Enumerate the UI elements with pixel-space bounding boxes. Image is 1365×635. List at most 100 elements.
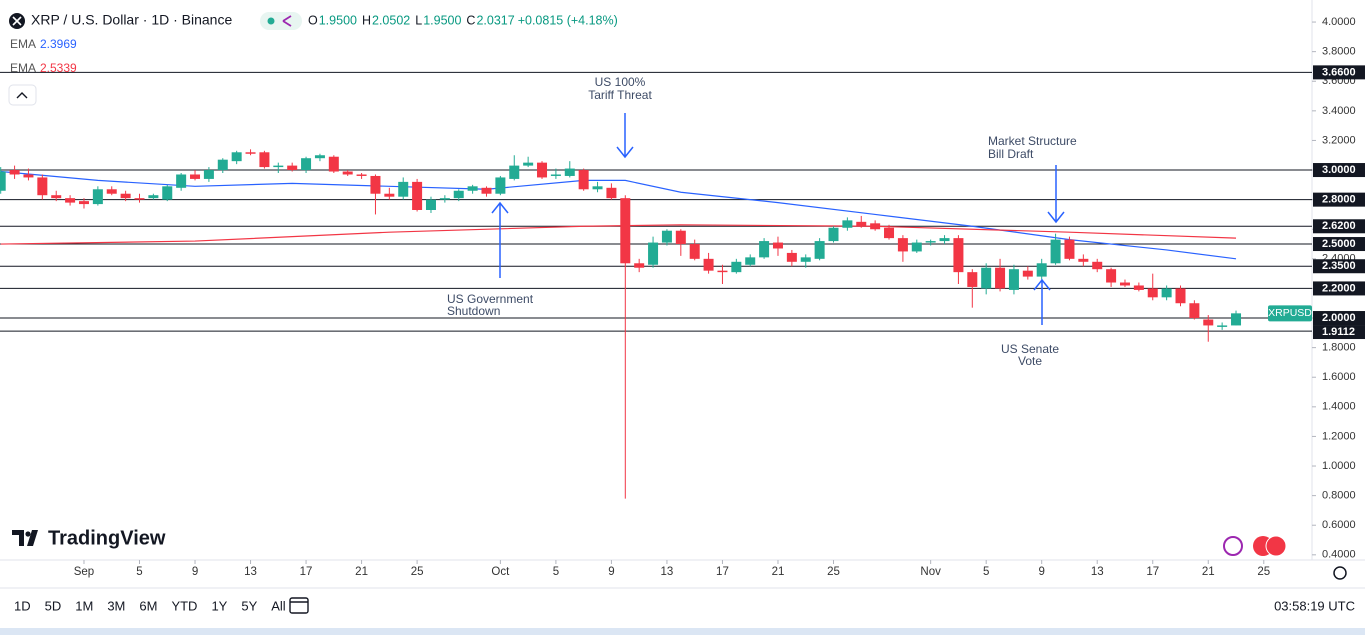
range-button[interactable]: YTD [171, 598, 197, 613]
y-tick-label: 1.2000 [1322, 430, 1356, 442]
candle-body [1147, 288, 1158, 298]
y-tick-label: 3.2000 [1322, 134, 1356, 146]
x-tick-label: 5 [553, 566, 559, 578]
candle-body [217, 159, 228, 171]
level-label: 2.8000 [1322, 194, 1356, 206]
candle-body [0, 171, 6, 191]
x-tick-label: 5 [983, 566, 989, 578]
candle-body [1106, 269, 1117, 283]
candle-body [425, 199, 436, 210]
candle-body [911, 242, 922, 252]
range-button[interactable]: 1M [75, 598, 93, 613]
candle-body [1064, 239, 1075, 259]
x-tick-label: Sep [74, 566, 94, 578]
candle-body [786, 252, 797, 262]
annotation-text: Market Structure [988, 134, 1077, 148]
ohlc-change: +0.0815 (+4.18%) [518, 13, 618, 27]
range-button[interactable]: 5Y [241, 598, 257, 613]
x-tick-label: 17 [1146, 566, 1159, 578]
candle-body [1078, 258, 1089, 262]
settings-icon[interactable] [1333, 566, 1347, 580]
x-tick-label: 13 [661, 566, 674, 578]
candle-body [9, 170, 20, 175]
candle-body [328, 156, 339, 172]
x-tick-label: 25 [1257, 566, 1270, 578]
candle-body [897, 238, 908, 252]
candle-body [481, 187, 492, 194]
level-label: 2.2000 [1322, 282, 1356, 294]
candle-body [412, 181, 423, 210]
annotation-text: Vote [1018, 354, 1042, 368]
candle-body [1175, 288, 1186, 304]
range-button[interactable]: 6M [139, 598, 157, 613]
collapse-icon [16, 92, 28, 99]
candle-body [523, 162, 534, 166]
candle-body [37, 177, 48, 196]
flag-icon[interactable] [1265, 535, 1287, 557]
candle-body [1217, 325, 1228, 327]
level-label: 2.3500 [1322, 260, 1356, 272]
candle-body [273, 165, 284, 168]
taskbar [0, 628, 1365, 635]
candle-body [495, 177, 506, 194]
candle-body [620, 198, 631, 264]
candle-body [772, 242, 783, 249]
annotation-text: US Government [447, 292, 534, 306]
annotation: US Government Shutdown [447, 201, 534, 318]
x-tick-label: 25 [411, 566, 424, 578]
candle-body [356, 174, 367, 176]
candle-body [814, 241, 825, 259]
price-label-box [1268, 305, 1312, 322]
range-button[interactable]: All [271, 598, 286, 613]
x-tick-label: 21 [772, 566, 785, 578]
candle-body [759, 241, 770, 258]
level-label-box [1313, 325, 1365, 340]
level-label-box [1313, 192, 1365, 207]
arrow [1047, 165, 1065, 224]
range-button[interactable]: 3M [107, 598, 125, 613]
candle-body [884, 227, 895, 239]
candle-body [995, 267, 1006, 289]
candle-body [634, 263, 645, 268]
range-button[interactable]: 1D [14, 598, 31, 613]
level-label: 1.9112 [1322, 326, 1355, 338]
candle-body [731, 261, 742, 273]
ohlc-value: 1.9500 [423, 13, 461, 27]
level-label-box [1313, 219, 1365, 234]
clock: 03:58:19 UTC [1274, 598, 1355, 613]
candle-body [1161, 288, 1172, 298]
ohlc-label: C [466, 13, 475, 27]
candle-body [65, 198, 76, 203]
header-bg [0, 8, 628, 34]
status-dot [267, 17, 275, 25]
indicator-value: 2.5339 [40, 61, 77, 75]
candle-body [1203, 319, 1214, 326]
ohlc-label: H [362, 13, 371, 27]
x-tick-label: Oct [491, 566, 510, 578]
x-tick-label: 9 [192, 566, 198, 578]
indicator-name: EMA [10, 37, 36, 51]
level-label: 2.5000 [1322, 238, 1356, 250]
ohlc-value: 2.0317 [476, 13, 514, 27]
range-button[interactable]: 1Y [211, 598, 227, 613]
collapse-button[interactable] [8, 84, 37, 106]
candle-body [287, 165, 298, 171]
candle-body [578, 170, 589, 190]
candle-body [953, 238, 964, 273]
candle-body [592, 186, 603, 190]
brand-logo [12, 530, 38, 546]
candle-body [648, 242, 659, 265]
candle-body [92, 189, 103, 205]
status-pill[interactable] [260, 12, 302, 30]
candle-body [925, 241, 936, 243]
candle-body [689, 244, 700, 259]
icon[interactable] [1223, 536, 1243, 556]
calendar-icon[interactable] [289, 597, 309, 614]
range-button[interactable]: 5D [45, 598, 62, 613]
level-label-box [1313, 65, 1365, 80]
candle-body [1008, 269, 1019, 290]
price-label: XRPUSD [1268, 307, 1312, 319]
y-tick-label: 1.0000 [1322, 460, 1356, 472]
candle-body [120, 193, 131, 199]
